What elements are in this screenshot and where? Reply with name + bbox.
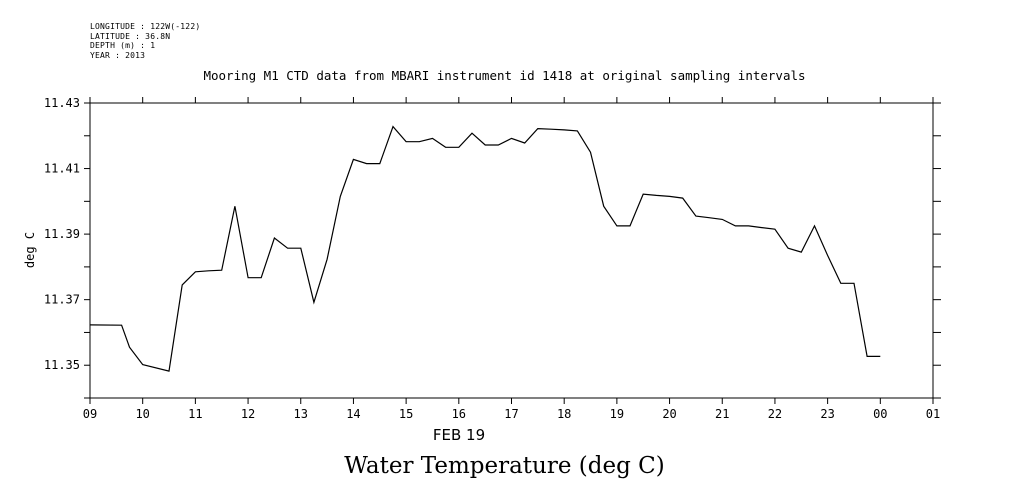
y-axis-ticks: 11.35 11.37 11.39 11.41 11.43 (44, 96, 941, 399)
x-tick-label: 19 (610, 407, 624, 421)
x-tick-label: 18 (557, 407, 571, 421)
x-tick-label: 23 (820, 407, 834, 421)
series-group (89, 125, 881, 372)
metadata-block: LONGITUDE : 122W(-122) LATITUDE : 36.8N … (90, 22, 200, 60)
x-tick-label: 15 (399, 407, 413, 421)
y-tick-label: 11.37 (44, 293, 80, 307)
x-tick-label: 00 (873, 407, 887, 421)
series-line (89, 125, 881, 372)
x-axis-date-label: FEB 19 (433, 426, 485, 444)
x-tick-label: 10 (135, 407, 149, 421)
x-tick-label: 09 (83, 407, 97, 421)
x-tick-label: 20 (662, 407, 676, 421)
chart-title: Mooring M1 CTD data from MBARI instrumen… (203, 68, 806, 83)
x-tick-label: 11 (188, 407, 202, 421)
x-tick-label: 21 (715, 407, 729, 421)
x-tick-label: 12 (241, 407, 255, 421)
x-axis-ticks: 09 10 11 12 13 14 15 16 17 18 19 20 21 22 23 00 01 (83, 97, 940, 421)
chart-subtitle: Water Temperature (deg C) (344, 453, 665, 479)
y-axis-label: deg C (23, 232, 37, 268)
year-label: YEAR : 2013 (90, 50, 146, 60)
y-tick-label: 11.43 (44, 96, 80, 110)
x-tick-label: 16 (452, 407, 466, 421)
longitude-label: LONGITUDE : 122W(-122) (90, 22, 201, 31)
y-tick-label: 11.41 (44, 162, 80, 176)
y-tick-label: 11.35 (44, 358, 80, 372)
x-tick-label: 01 (926, 407, 940, 421)
x-tick-label: 13 (294, 407, 308, 421)
x-tick-label: 17 (504, 407, 518, 421)
x-tick-label: 22 (768, 407, 782, 421)
depth-label: DEPTH (m) : 1 (90, 41, 156, 50)
latitude-label: LATITUDE : 36.8N (90, 31, 171, 41)
x-tick-label: 14 (346, 407, 360, 421)
plot-frame (89, 102, 934, 399)
y-tick-label: 11.39 (44, 227, 80, 241)
